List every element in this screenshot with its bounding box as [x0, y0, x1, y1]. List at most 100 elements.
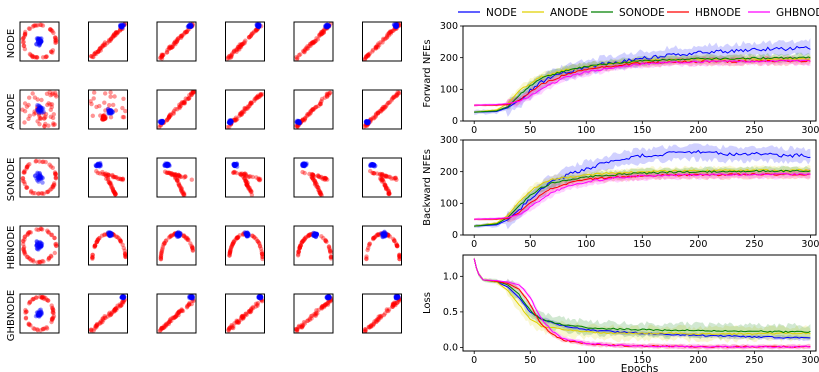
blue-point [109, 231, 114, 236]
red-point [191, 90, 196, 95]
red-point [35, 106, 41, 112]
red-point [384, 35, 389, 41]
red-point [108, 180, 113, 185]
red-point [311, 40, 317, 45]
blue-point [256, 23, 261, 28]
red-point [123, 252, 128, 258]
blue-point [36, 108, 41, 113]
red-point [310, 172, 315, 177]
red-point [371, 236, 376, 242]
red-point [49, 254, 54, 259]
red-point [107, 173, 112, 178]
blue-point [189, 24, 194, 29]
blue-point [39, 107, 45, 112]
blue-point [189, 295, 194, 300]
red-point [386, 33, 392, 38]
blue-point [304, 162, 309, 168]
red-point [41, 296, 47, 302]
blue-point [119, 24, 124, 29]
red-point [122, 251, 128, 256]
blue-point [36, 175, 41, 180]
red-point [32, 55, 38, 60]
red-point [35, 119, 40, 124]
blue-point [188, 23, 193, 28]
red-point [110, 309, 115, 315]
red-point [94, 51, 99, 57]
blue-point [373, 163, 378, 168]
red-point [172, 172, 177, 177]
red-point [181, 192, 186, 197]
red-point [104, 41, 110, 46]
red-point [115, 234, 120, 240]
red-point [383, 174, 388, 179]
blue-point [186, 23, 191, 28]
red-point [53, 36, 59, 41]
blue-point [39, 243, 44, 248]
blue-point [296, 120, 301, 125]
red-point [161, 119, 166, 125]
blue-point [368, 162, 373, 167]
red-point [388, 29, 393, 35]
red-point [317, 190, 323, 195]
red-point [168, 234, 173, 240]
y-tick-label: 0.0 [443, 343, 458, 354]
blue-point [256, 24, 262, 29]
red-point [242, 106, 248, 111]
blue-point [395, 294, 401, 299]
red-point [174, 313, 179, 319]
red-point [23, 315, 29, 320]
blue-point [107, 230, 112, 235]
red-point [308, 41, 313, 46]
red-point [380, 107, 385, 113]
red-point [178, 35, 184, 40]
blue-point [232, 163, 238, 168]
red-point [43, 112, 49, 117]
red-point [21, 246, 26, 251]
red-point [103, 315, 108, 320]
red-point [297, 120, 303, 125]
blue-point [370, 162, 375, 167]
blue-point [39, 106, 44, 111]
red-point [240, 315, 246, 320]
cell-frame [156, 157, 197, 198]
red-point [177, 174, 183, 180]
red-point [392, 302, 397, 307]
red-point [88, 327, 94, 332]
red-point [112, 94, 117, 99]
blue-point [188, 24, 194, 29]
red-point [229, 323, 234, 328]
red-point [190, 245, 195, 250]
blue-point [257, 294, 263, 300]
red-point [113, 306, 118, 312]
red-point [38, 226, 43, 231]
red-point [376, 232, 381, 237]
red-point [94, 321, 100, 327]
blue-point [256, 24, 261, 30]
blue-point [228, 119, 233, 124]
red-point [26, 102, 31, 108]
red-point [22, 179, 27, 185]
red-point [175, 310, 180, 316]
red-point [227, 249, 233, 254]
red-point [36, 191, 41, 196]
blue-point [188, 295, 194, 300]
red-point [307, 112, 312, 117]
red-point [236, 320, 242, 325]
red-point [117, 28, 123, 33]
red-point [42, 326, 47, 331]
red-point [240, 41, 245, 47]
red-point [109, 184, 114, 189]
red-point [318, 32, 324, 37]
red-point [112, 307, 117, 313]
red-point [175, 231, 181, 236]
blue-point [312, 231, 317, 236]
red-point [190, 245, 195, 251]
red-point [21, 43, 27, 48]
red-point [386, 174, 391, 179]
red-point [238, 111, 244, 116]
blue-point [255, 24, 260, 29]
blue-point [382, 234, 387, 239]
red-point [255, 95, 260, 101]
blue-point [364, 118, 369, 124]
blue-point [187, 24, 192, 29]
